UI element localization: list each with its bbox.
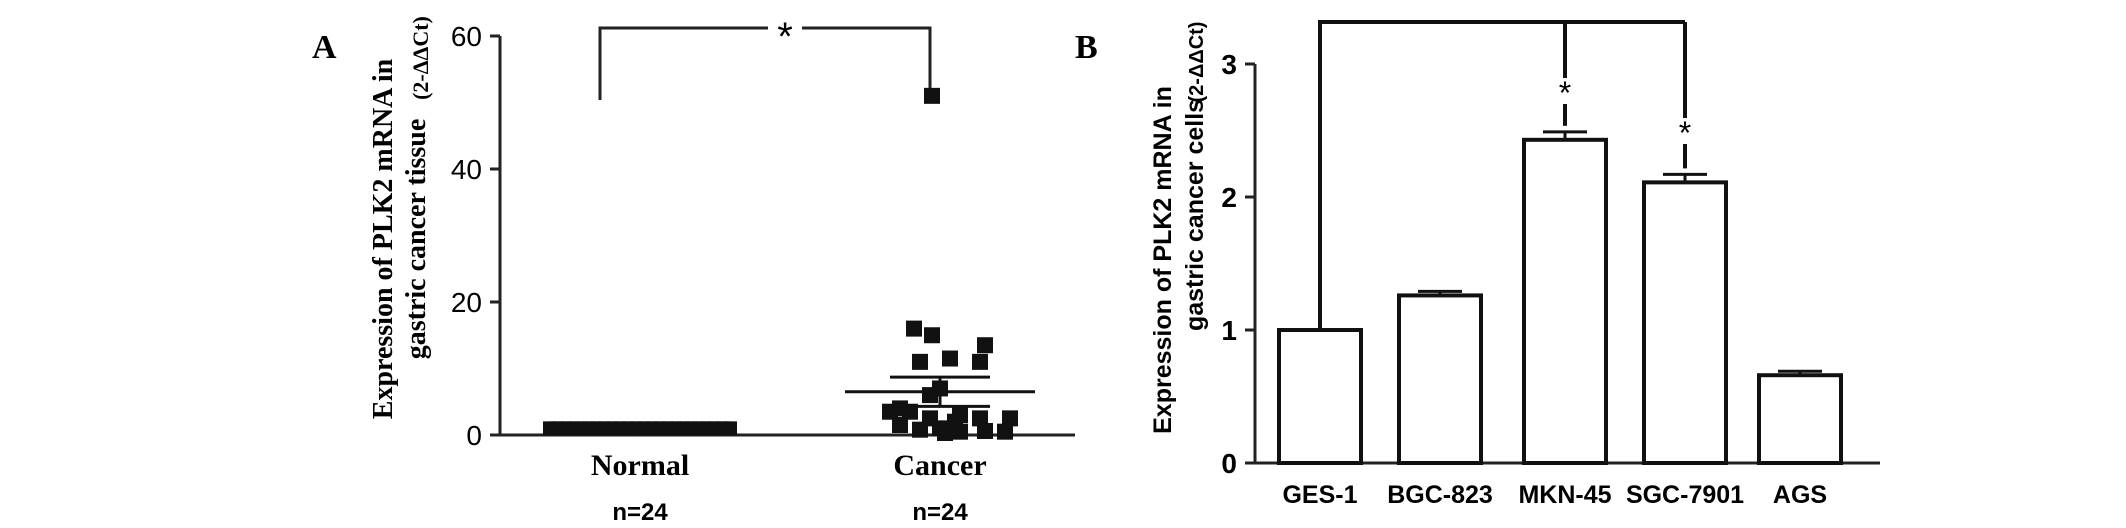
panel-b-bar bbox=[1642, 180, 1728, 465]
panel-a-ylabel-line2: gastric cancer tissue bbox=[401, 119, 432, 360]
panel-a-point-cancer bbox=[924, 327, 940, 344]
panel-a: A Expression of PLK2 mRNA in gastric can… bbox=[312, 15, 1075, 526]
panel-a-y-tick-label: 0 bbox=[466, 420, 482, 451]
panel-b-ylabel-line1: Expression of PLK2 mRNA in bbox=[1149, 86, 1177, 434]
panel-a-mean-sem bbox=[545, 375, 1035, 431]
panel-a-bracket-left bbox=[598, 26, 768, 100]
panel-a-y-tick-label: 20 bbox=[451, 287, 482, 318]
panel-b-y-tick-label: 2 bbox=[1221, 182, 1237, 213]
panel-b-categories: GES-1 BGC-823 MKN-45 SGC-7901 AGS bbox=[1282, 481, 1827, 509]
panel-a-point-cancer bbox=[912, 353, 928, 370]
panel-a-ylabel-line1: Expression of PLK2 mRNA in bbox=[368, 58, 399, 419]
panel-a-label: A bbox=[312, 29, 337, 66]
panel-a-point-cancer bbox=[952, 423, 968, 440]
panel-a-points bbox=[543, 87, 1018, 442]
panel-a-point-cancer bbox=[912, 421, 928, 438]
panel-b-bars bbox=[1277, 130, 1843, 466]
panel-b-y-tick-label: 3 bbox=[1221, 49, 1237, 80]
panel-b-y-tick-label: 0 bbox=[1221, 448, 1237, 479]
panel-b-significance-star: * bbox=[1679, 115, 1691, 151]
panel-a-y-tick-label: 60 bbox=[451, 21, 482, 52]
panel-a-n-label: n=24 bbox=[912, 499, 968, 526]
panel-a-significance-star: * bbox=[777, 15, 793, 59]
panel-a-y-ticks: 0 20 40 60 bbox=[451, 21, 500, 451]
panel-b-bar bbox=[1522, 137, 1608, 465]
panel-b-ylabel-line2: gastric cancer cells bbox=[1181, 99, 1209, 331]
panel-a-point-cancer bbox=[977, 337, 993, 354]
panel-b-significance: ** bbox=[1318, 20, 1691, 330]
panel-b-category-label: MKN-45 bbox=[1518, 481, 1611, 509]
panel-b-ylabel-unit: (2-ΔΔCt) bbox=[1186, 22, 1208, 103]
panel-b-y-axis-label: Expression of PLK2 mRNA in gastric cance… bbox=[1149, 22, 1209, 434]
panel-b-significance-star: * bbox=[1559, 75, 1571, 111]
panel-a-y-tick-label: 40 bbox=[451, 154, 482, 185]
panel-a-point-cancer bbox=[892, 417, 908, 434]
panel-a-point-cancer bbox=[997, 423, 1013, 440]
panel-b-bar bbox=[1757, 373, 1843, 465]
panel-a-category-label: Cancer bbox=[893, 449, 986, 482]
panel-a-point-cancer bbox=[924, 87, 940, 104]
panel-b-category-label: BGC-823 bbox=[1387, 481, 1493, 509]
panel-a-ylabel-unit: (2-ΔΔCt) bbox=[408, 16, 433, 100]
panel-b-y-tick-label: 1 bbox=[1221, 315, 1237, 346]
panel-a-point-cancer bbox=[906, 320, 922, 337]
panel-b-category-label: GES-1 bbox=[1282, 481, 1357, 509]
panel-a-point-cancer bbox=[937, 425, 953, 442]
panel-a-significance: * bbox=[598, 15, 932, 100]
panel-a-n-label: n=24 bbox=[612, 499, 668, 526]
panel-b-y-ticks: 0 1 2 3 bbox=[1221, 49, 1255, 479]
panel-b-label: B bbox=[1075, 29, 1098, 66]
panel-b: B Expression of PLK2 mRNA in gastric can… bbox=[1075, 20, 1880, 509]
panel-b-category-label: AGS bbox=[1773, 481, 1827, 509]
panel-b-category-label: SGC-7901 bbox=[1626, 481, 1744, 509]
panel-a-category-label: Normal bbox=[591, 449, 689, 482]
panel-a-point-cancer bbox=[1002, 410, 1018, 427]
panel-a-point-cancer bbox=[972, 353, 988, 370]
panel-a-point-cancer bbox=[922, 387, 938, 404]
panel-a-point-cancer bbox=[942, 350, 958, 367]
panel-b-bar bbox=[1397, 293, 1483, 466]
panel-a-y-axis-label: Expression of PLK2 mRNA in gastric cance… bbox=[368, 16, 433, 419]
panel-b-bar bbox=[1277, 328, 1363, 465]
panel-b-bracket-main bbox=[1318, 20, 1685, 330]
panel-a-point-cancer bbox=[977, 423, 993, 440]
panel-a-categories: Normal n=24 Cancer n=24 bbox=[591, 449, 987, 526]
panel-a-bracket-right bbox=[802, 26, 932, 88]
panel-a-point-cancer bbox=[972, 410, 988, 427]
